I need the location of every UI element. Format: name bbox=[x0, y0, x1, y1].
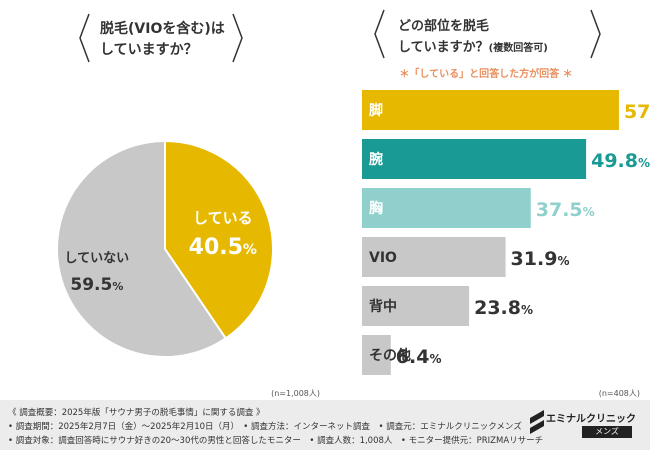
bar-0 bbox=[362, 90, 619, 130]
bar-value-percent-3: % bbox=[557, 254, 569, 268]
bar-1 bbox=[362, 139, 587, 179]
bar-value-4: 23.8% bbox=[474, 297, 533, 319]
bar-value-0: 57.1% bbox=[624, 101, 650, 123]
bar-title-line-1: どの部位を脱毛 bbox=[398, 18, 489, 34]
bar-value-percent-5: % bbox=[429, 352, 441, 366]
bar-value-percent-2: % bbox=[583, 205, 595, 219]
pie-label-percent-1: % bbox=[112, 280, 123, 293]
bar-value-percent-4: % bbox=[521, 303, 533, 317]
footer-line-3: • 調査対象：調査回答時にサウナ好きの20〜30代の男性と回答したモニター • … bbox=[8, 436, 544, 446]
pie-title-line-2: していますか？ bbox=[100, 42, 198, 58]
bar-subtitle: ＊「している」と回答した方が回答 ＊ bbox=[399, 67, 572, 80]
logo-text: エミナルクリニック bbox=[546, 414, 636, 425]
logo-sub: メンズ bbox=[582, 426, 632, 438]
pie-title-bracket-right bbox=[232, 13, 243, 63]
pie-label-name-0: している bbox=[193, 209, 253, 227]
footer-line-2: • 調査期間：2025年2月7日（金）〜2025年2月10日（月） • 調査方法… bbox=[8, 422, 522, 432]
chart-area: 脱毛(VIOを含む)はしていますか？している40.5%していない59.5%(n=… bbox=[56, 9, 650, 398]
bar-value-5: 6.4% bbox=[396, 346, 442, 368]
bar-category-5: その他 bbox=[369, 347, 411, 364]
bar-value-3: 31.9% bbox=[511, 248, 570, 270]
bar-5 bbox=[362, 335, 391, 375]
bar-value-1: 49.8% bbox=[591, 150, 650, 172]
bar-title-line-2: していますか？(複数回答可) bbox=[398, 40, 548, 55]
pie-label-name-1: していない bbox=[65, 251, 130, 266]
pie-title-bracket-left bbox=[79, 13, 90, 63]
bar-value-percent-1: % bbox=[638, 156, 650, 170]
bar-4 bbox=[362, 286, 470, 326]
bar-2 bbox=[362, 188, 531, 228]
bar-note: (n=408人) bbox=[599, 389, 640, 398]
clinic-logo: エミナルクリニック メンズ bbox=[530, 408, 636, 442]
survey-footer: 《 調査概要：2025年版「サウナ男子の脱毛事情」に関する調査 》 • 調査期間… bbox=[0, 400, 650, 450]
bar-title-suffix: (複数回答可) bbox=[489, 41, 548, 54]
logo-mark-icon bbox=[530, 410, 544, 434]
bar-value-2: 37.5% bbox=[536, 199, 595, 221]
pie-label-percent-0: % bbox=[243, 242, 257, 258]
bar-category-4: 背中 bbox=[369, 298, 397, 315]
pie-slice-0 bbox=[164, 139, 274, 340]
bar-category-1: 腕 bbox=[369, 151, 383, 168]
pie-note: (n=1,008人) bbox=[271, 389, 320, 398]
bar-category-0: 脚 bbox=[369, 103, 383, 119]
pie-slice-1 bbox=[56, 139, 228, 358]
footer-line-1: 《 調査概要：2025年版「サウナ男子の脱毛事情」に関する調査 》 bbox=[8, 408, 265, 418]
bar-title-bracket-right bbox=[590, 9, 601, 59]
pie-label-value-1: 59.5% bbox=[70, 275, 123, 295]
bar-category-2: 胸 bbox=[369, 200, 383, 217]
bar-title-bracket-left bbox=[374, 9, 385, 59]
bar-3 bbox=[362, 237, 506, 277]
pie-title-line-1: 脱毛(VIOを含む)は bbox=[100, 20, 225, 37]
bar-category-3: VIO bbox=[369, 250, 397, 266]
